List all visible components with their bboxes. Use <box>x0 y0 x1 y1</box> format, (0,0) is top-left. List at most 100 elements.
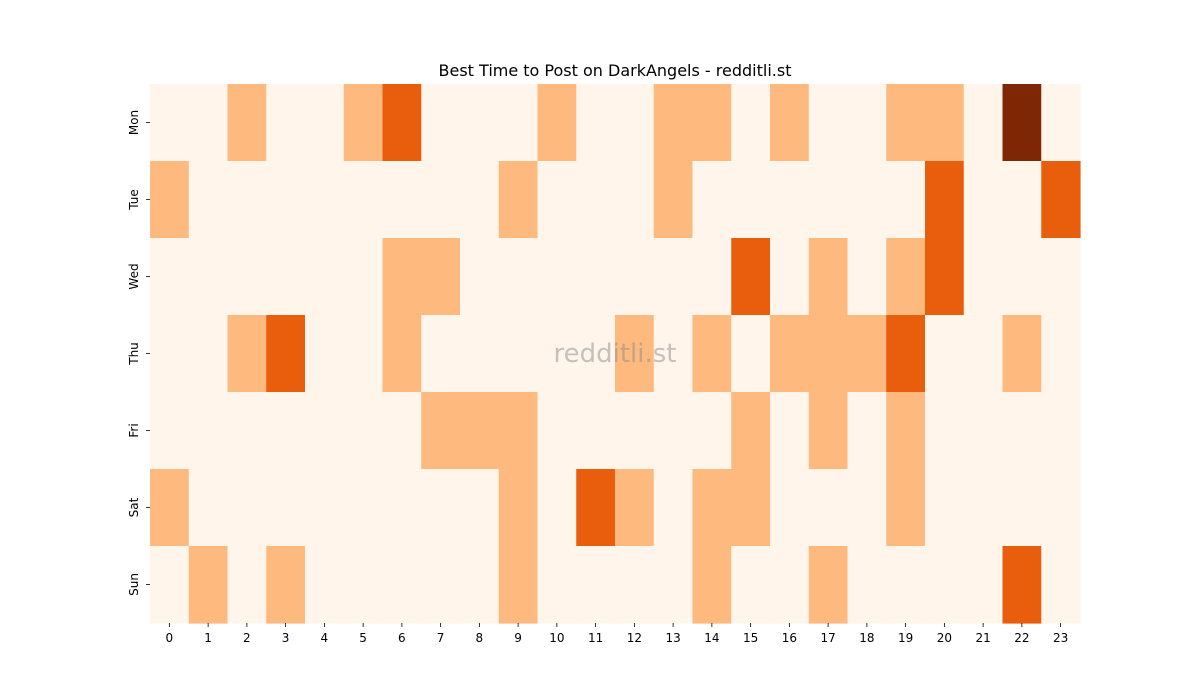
x-tick-label-19: 19 <box>898 631 913 645</box>
heatmap-cell-sun-2 <box>227 546 267 624</box>
heatmap-cell-tue-8 <box>460 161 500 239</box>
heatmap-cell-wed-23 <box>1041 238 1081 316</box>
heatmap-cell-sun-15 <box>731 546 771 624</box>
heatmap-cell-sat-6 <box>382 469 422 547</box>
heatmap-cell-wed-19 <box>886 238 926 316</box>
heatmap-cell-fri-19 <box>886 392 926 470</box>
heatmap-cell-mon-6 <box>382 84 422 162</box>
heatmap-cell-mon-16 <box>770 84 810 162</box>
heatmap-cell-wed-16 <box>770 238 810 316</box>
heatmap-cell-thu-13 <box>653 315 694 393</box>
x-tick-label-10: 10 <box>549 631 564 645</box>
heatmap-cell-tue-16 <box>770 161 810 239</box>
heatmap-cell-wed-21 <box>963 238 1004 316</box>
y-tick-label-wed: Wed <box>127 263 141 289</box>
heatmap-cell-wed-14 <box>692 238 732 316</box>
heatmap-cell-sat-9 <box>498 469 539 547</box>
heatmap-cell-thu-22 <box>1002 315 1042 393</box>
heatmap-cell-thu-6 <box>382 315 422 393</box>
heatmap-cell-sat-21 <box>963 469 1004 547</box>
heatmap-cell-wed-7 <box>421 238 461 316</box>
heatmap-cell-sun-17 <box>808 546 849 624</box>
heatmap-cell-sun-16 <box>770 546 810 624</box>
x-tick-label-16: 16 <box>782 631 797 645</box>
heatmap-cell-thu-23 <box>1041 315 1081 393</box>
heatmap-cell-sat-16 <box>770 469 810 547</box>
heatmap-cell-sun-11 <box>576 546 616 624</box>
heatmap-cell-thu-20 <box>925 315 965 393</box>
heatmap-cell-sun-20 <box>925 546 965 624</box>
heatmap-cell-thu-17 <box>808 315 849 393</box>
x-tick-label-8: 8 <box>476 631 484 645</box>
x-tick-label-2: 2 <box>243 631 251 645</box>
heatmap-cell-tue-22 <box>1002 161 1042 239</box>
heatmap-cell-sun-9 <box>498 546 539 624</box>
heatmap-cell-mon-0 <box>150 84 190 162</box>
x-tick-label-20: 20 <box>937 631 952 645</box>
heatmap-cell-mon-18 <box>847 84 887 162</box>
heatmap-cell-fri-1 <box>188 392 229 470</box>
heatmap-cells <box>150 84 1081 624</box>
heatmap-cell-sat-5 <box>343 469 384 547</box>
heatmap-cell-sun-6 <box>382 546 422 624</box>
heatmap-cell-thu-21 <box>963 315 1004 393</box>
heatmap-cell-sun-23 <box>1041 546 1081 624</box>
x-tick-label-18: 18 <box>859 631 874 645</box>
x-tick-label-6: 6 <box>398 631 406 645</box>
heatmap-cell-thu-14 <box>692 315 732 393</box>
heatmap-cell-wed-6 <box>382 238 422 316</box>
heatmap-cell-mon-8 <box>460 84 500 162</box>
heatmap-cell-thu-4 <box>305 315 345 393</box>
heatmap-cell-fri-5 <box>343 392 384 470</box>
y-tick-label-mon: Mon <box>127 110 141 135</box>
chart-title: Best Time to Post on DarkAngels - reddit… <box>439 61 792 80</box>
heatmap-cell-wed-10 <box>537 238 577 316</box>
heatmap-cell-fri-3 <box>266 392 306 470</box>
heatmap-cell-mon-11 <box>576 84 616 162</box>
heatmap-cell-mon-20 <box>925 84 965 162</box>
heatmap-cell-sat-17 <box>808 469 849 547</box>
y-axis: Mon Tue Wed Thu Fri Sat Sun <box>127 110 150 596</box>
heatmap-cell-fri-10 <box>537 392 577 470</box>
heatmap-cell-sat-3 <box>266 469 306 547</box>
heatmap-cell-fri-12 <box>615 392 655 470</box>
heatmap-cell-wed-3 <box>266 238 306 316</box>
heatmap-cell-mon-10 <box>537 84 577 162</box>
heatmap-cell-sat-13 <box>653 469 694 547</box>
heatmap-cell-wed-22 <box>1002 238 1042 316</box>
heatmap-cell-fri-9 <box>498 392 539 470</box>
heatmap-cell-fri-14 <box>692 392 732 470</box>
heatmap-cell-sun-19 <box>886 546 926 624</box>
heatmap-cell-tue-7 <box>421 161 461 239</box>
heatmap-cell-fri-16 <box>770 392 810 470</box>
heatmap-cell-sat-0 <box>150 469 190 547</box>
heatmap-cell-wed-2 <box>227 238 267 316</box>
heatmap-cell-mon-4 <box>305 84 345 162</box>
heatmap-cell-sun-4 <box>305 546 345 624</box>
heatmap-cell-tue-9 <box>498 161 539 239</box>
y-tick-label-tue: Tue <box>127 189 141 211</box>
heatmap-cell-sat-23 <box>1041 469 1081 547</box>
heatmap-cell-mon-12 <box>615 84 655 162</box>
x-tick-label-7: 7 <box>437 631 445 645</box>
heatmap-cell-thu-2 <box>227 315 267 393</box>
heatmap-cell-fri-15 <box>731 392 771 470</box>
x-tick-label-9: 9 <box>514 631 522 645</box>
y-tick-label-thu: Thu <box>127 342 141 366</box>
heatmap-cell-fri-0 <box>150 392 190 470</box>
heatmap-cell-sun-14 <box>692 546 732 624</box>
heatmap-cell-fri-20 <box>925 392 965 470</box>
heatmap-cell-fri-22 <box>1002 392 1042 470</box>
heatmap-cell-sat-10 <box>537 469 577 547</box>
heatmap-cell-tue-2 <box>227 161 267 239</box>
heatmap-cell-sat-12 <box>615 469 655 547</box>
heatmap-cell-wed-11 <box>576 238 616 316</box>
heatmap-cell-wed-1 <box>188 238 229 316</box>
heatmap-cell-tue-18 <box>847 161 887 239</box>
heatmap-cell-thu-11 <box>576 315 616 393</box>
x-tick-label-4: 4 <box>321 631 329 645</box>
heatmap-cell-wed-12 <box>615 238 655 316</box>
y-tick-label-fri: Fri <box>127 423 141 437</box>
heatmap-cell-fri-6 <box>382 392 422 470</box>
x-tick-label-23: 23 <box>1053 631 1068 645</box>
